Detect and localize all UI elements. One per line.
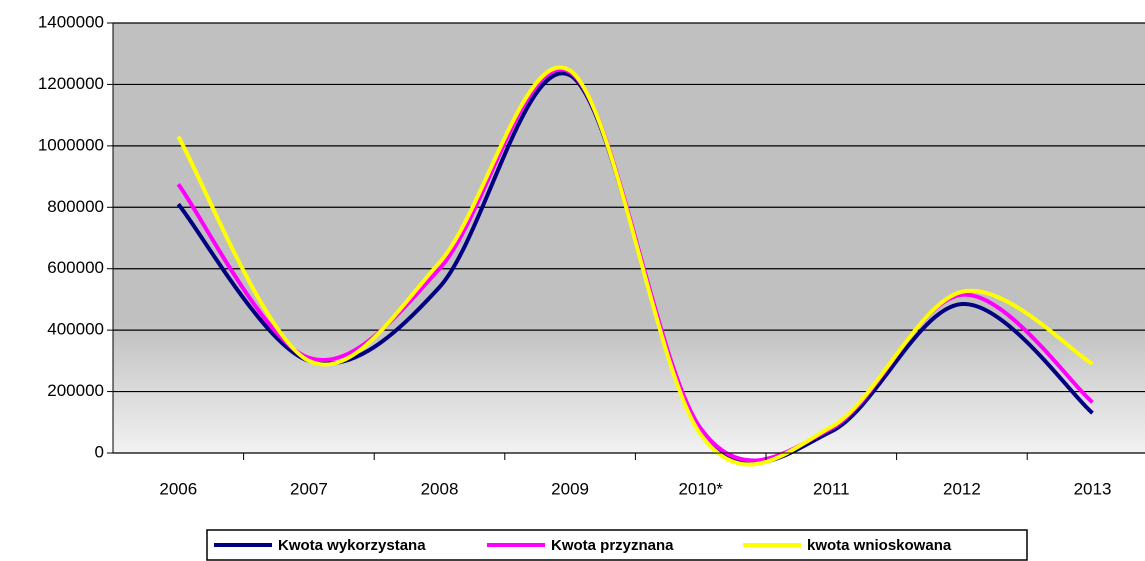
y-tick-label: 400000 — [47, 320, 104, 339]
plot-area — [113, 23, 1145, 453]
y-tick-label: 600000 — [47, 258, 104, 277]
x-tick-label: 2013 — [1074, 479, 1112, 498]
y-tick-label: 800000 — [47, 197, 104, 216]
legend — [206, 529, 1028, 561]
x-tick-label: 2008 — [421, 479, 459, 498]
legend-label: Kwota przyznana — [551, 537, 674, 554]
legend-label: Kwota wykorzystana — [278, 537, 426, 554]
y-tick-label: 0 — [95, 442, 104, 461]
legend-label: kwota wnioskowana — [807, 537, 952, 554]
y-tick-label: 1000000 — [38, 135, 104, 154]
x-tick-label: 2010* — [678, 479, 723, 498]
y-tick-label: 1400000 — [38, 12, 104, 31]
x-tick-label: 2011 — [813, 479, 850, 498]
x-tick-label: 2009 — [551, 479, 589, 498]
x-tick-label: 2006 — [159, 479, 197, 498]
x-tick-label: 2012 — [943, 479, 981, 498]
y-tick-label: 1200000 — [38, 74, 104, 93]
y-tick-label: 200000 — [47, 381, 104, 400]
x-tick-label: 2007 — [290, 479, 328, 498]
series-line — [176, 65, 1094, 467]
